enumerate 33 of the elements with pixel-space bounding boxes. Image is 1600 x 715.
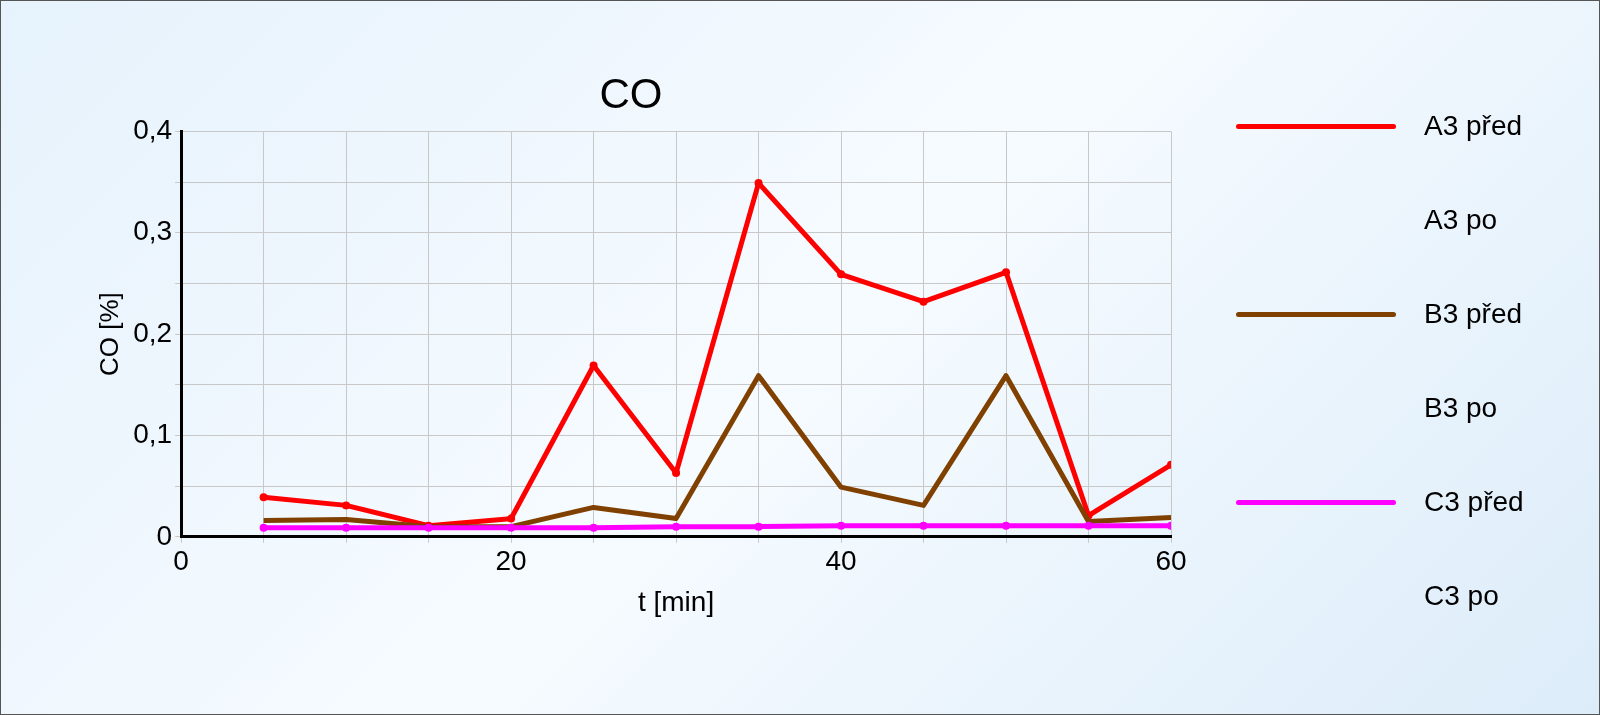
y-tick-label: 0,1: [133, 418, 173, 450]
point: [1084, 521, 1093, 530]
y-tick-label: 0: [156, 519, 173, 551]
point: [1002, 268, 1011, 277]
y-tick-label: 0,4: [133, 114, 173, 146]
point: [507, 523, 516, 532]
y-axis-title: CO [%]: [93, 292, 124, 376]
text: A3 před: [1424, 110, 1523, 142]
x-tick-label: 20: [495, 545, 527, 577]
point: [672, 522, 681, 531]
point: [342, 523, 351, 532]
text: A3 po: [1424, 204, 1498, 236]
point: [754, 522, 763, 531]
text: B3 po: [1424, 392, 1498, 424]
point: [342, 501, 351, 510]
point: [259, 523, 268, 532]
point: [1002, 521, 1011, 530]
text: C3 po: [1424, 580, 1499, 612]
y-tick-label: 0,2: [133, 316, 173, 348]
text: B3 před: [1424, 298, 1523, 330]
point: [589, 523, 598, 532]
point: [259, 493, 268, 502]
chart-title: CO: [599, 69, 663, 117]
x-axis-title: t [min]: [637, 585, 715, 617]
x-tick-label: 60: [1155, 545, 1187, 577]
point: [507, 514, 516, 523]
point: [919, 297, 928, 306]
point: [837, 270, 846, 279]
x-tick-label: 40: [825, 545, 857, 577]
text: C3 před: [1424, 486, 1524, 518]
y-tick-label: 0,3: [133, 215, 173, 247]
point: [919, 521, 928, 530]
point: [837, 521, 846, 530]
